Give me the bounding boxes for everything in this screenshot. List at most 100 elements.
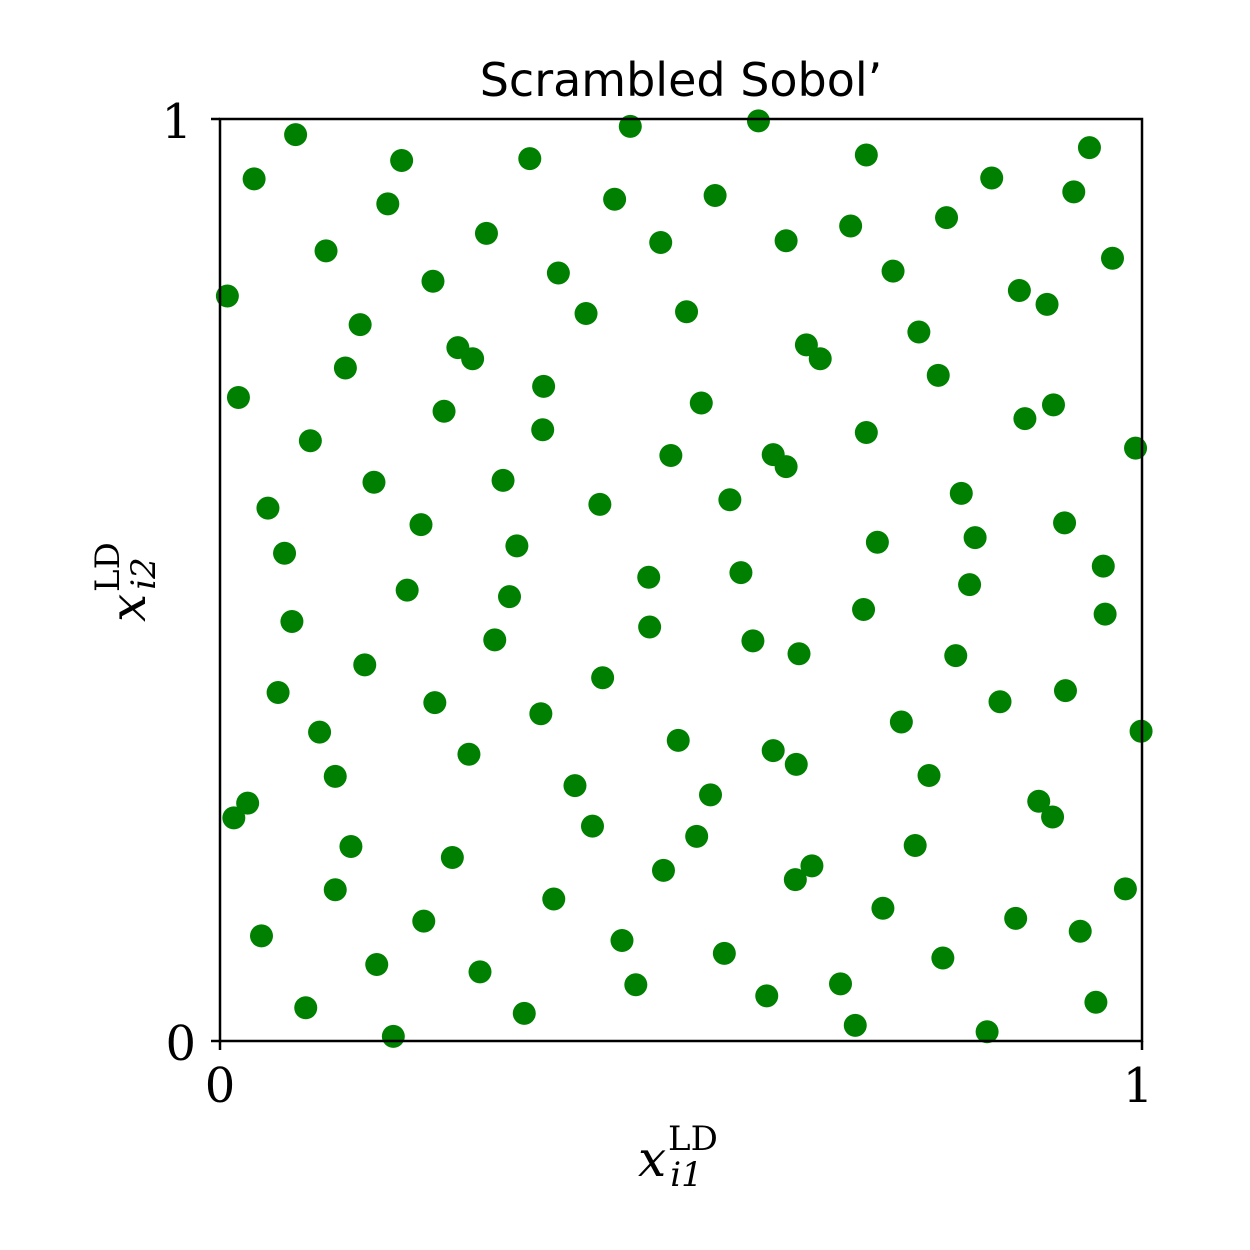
data-point-73 xyxy=(787,642,811,666)
data-point-58 xyxy=(505,534,529,558)
data-point-56 xyxy=(1053,511,1077,535)
chart-title: Scrambled Sobol’ xyxy=(480,53,883,107)
data-point-2 xyxy=(746,109,770,133)
data-point-40 xyxy=(1013,407,1037,431)
data-point-62 xyxy=(637,565,661,589)
data-point-107 xyxy=(542,887,566,911)
data-point-0 xyxy=(284,123,308,147)
data-point-101 xyxy=(440,846,464,870)
data-point-114 xyxy=(712,941,736,965)
data-point-54 xyxy=(949,481,973,505)
data-point-79 xyxy=(1053,679,1077,703)
points-layer xyxy=(215,109,1153,1048)
data-point-89 xyxy=(323,764,347,788)
data-point-13 xyxy=(474,221,498,245)
data-point-94 xyxy=(222,806,246,830)
data-point-99 xyxy=(339,834,363,858)
data-point-85 xyxy=(666,728,690,752)
data-point-126 xyxy=(975,1020,999,1044)
data-point-98 xyxy=(685,824,709,848)
x-tick-label-0: 0 xyxy=(205,1058,236,1114)
data-point-6 xyxy=(854,143,878,167)
data-point-31 xyxy=(461,347,485,371)
data-point-15 xyxy=(774,229,798,253)
data-point-86 xyxy=(457,742,481,766)
data-point-75 xyxy=(944,644,968,668)
data-point-90 xyxy=(917,763,941,787)
y-tick-label-1: 1 xyxy=(161,94,192,150)
data-point-104 xyxy=(783,868,807,892)
data-point-74 xyxy=(353,653,377,677)
data-point-14 xyxy=(649,231,673,255)
data-point-76 xyxy=(591,666,615,690)
data-point-19 xyxy=(546,261,570,285)
data-point-29 xyxy=(907,320,931,344)
data-point-124 xyxy=(843,1013,867,1037)
data-point-43 xyxy=(298,429,322,453)
data-point-42 xyxy=(854,420,878,444)
data-point-102 xyxy=(651,858,675,882)
data-point-117 xyxy=(468,960,492,984)
data-point-106 xyxy=(1113,877,1137,901)
data-point-123 xyxy=(512,1001,536,1025)
x-tick-label-1: 1 xyxy=(1123,1058,1154,1114)
data-point-16 xyxy=(839,214,863,238)
data-point-48 xyxy=(491,468,515,492)
data-point-95 xyxy=(1027,789,1051,813)
data-point-67 xyxy=(280,609,304,633)
x-axis-label: x i1 LD xyxy=(638,1119,718,1195)
data-point-103 xyxy=(800,854,824,878)
data-point-28 xyxy=(675,300,699,324)
data-point-72 xyxy=(483,628,507,652)
data-point-38 xyxy=(689,391,713,415)
x-axis-label-sub: i1 xyxy=(670,1155,703,1195)
data-point-121 xyxy=(1084,990,1108,1014)
data-point-60 xyxy=(963,526,987,550)
data-point-80 xyxy=(988,690,1012,714)
data-point-116 xyxy=(365,952,389,976)
x-axis-label-base: x xyxy=(638,1130,666,1188)
data-point-57 xyxy=(273,541,297,565)
y-axis-label-base: x xyxy=(99,594,157,622)
data-point-97 xyxy=(580,814,604,838)
data-point-23 xyxy=(421,269,445,293)
data-point-87 xyxy=(761,739,785,763)
data-point-65 xyxy=(958,573,982,597)
data-point-1 xyxy=(618,114,642,138)
data-point-111 xyxy=(249,924,273,948)
data-point-10 xyxy=(703,184,727,208)
data-point-49 xyxy=(774,455,798,479)
data-point-88 xyxy=(784,752,808,776)
data-point-39 xyxy=(432,399,456,423)
data-point-64 xyxy=(395,578,419,602)
data-point-84 xyxy=(308,720,332,744)
data-point-109 xyxy=(1004,906,1028,930)
data-point-12 xyxy=(1062,180,1086,204)
y-axis-label: x i2 LD xyxy=(88,542,164,622)
y-axis-label-sup: LD xyxy=(88,542,128,592)
data-point-68 xyxy=(1093,602,1117,626)
data-point-51 xyxy=(256,496,280,520)
data-point-61 xyxy=(1091,554,1115,578)
data-point-105 xyxy=(323,878,347,902)
data-point-96 xyxy=(1041,805,1065,829)
data-point-33 xyxy=(808,347,832,371)
data-point-4 xyxy=(390,148,414,172)
data-point-81 xyxy=(529,702,553,726)
data-point-22 xyxy=(215,284,239,308)
data-point-108 xyxy=(871,896,895,920)
data-point-9 xyxy=(603,187,627,211)
data-point-63 xyxy=(729,561,753,585)
data-point-125 xyxy=(381,1024,405,1048)
data-point-47 xyxy=(1124,436,1148,460)
data-point-122 xyxy=(294,996,318,1020)
data-point-52 xyxy=(588,492,612,516)
data-point-18 xyxy=(314,239,338,263)
data-point-35 xyxy=(926,363,950,387)
data-point-71 xyxy=(741,629,765,653)
data-point-59 xyxy=(865,530,889,554)
data-point-20 xyxy=(881,259,905,283)
y-axis: 0 1 x i2 LD xyxy=(88,94,220,1072)
data-point-24 xyxy=(1007,278,1031,302)
data-point-93 xyxy=(236,791,260,815)
